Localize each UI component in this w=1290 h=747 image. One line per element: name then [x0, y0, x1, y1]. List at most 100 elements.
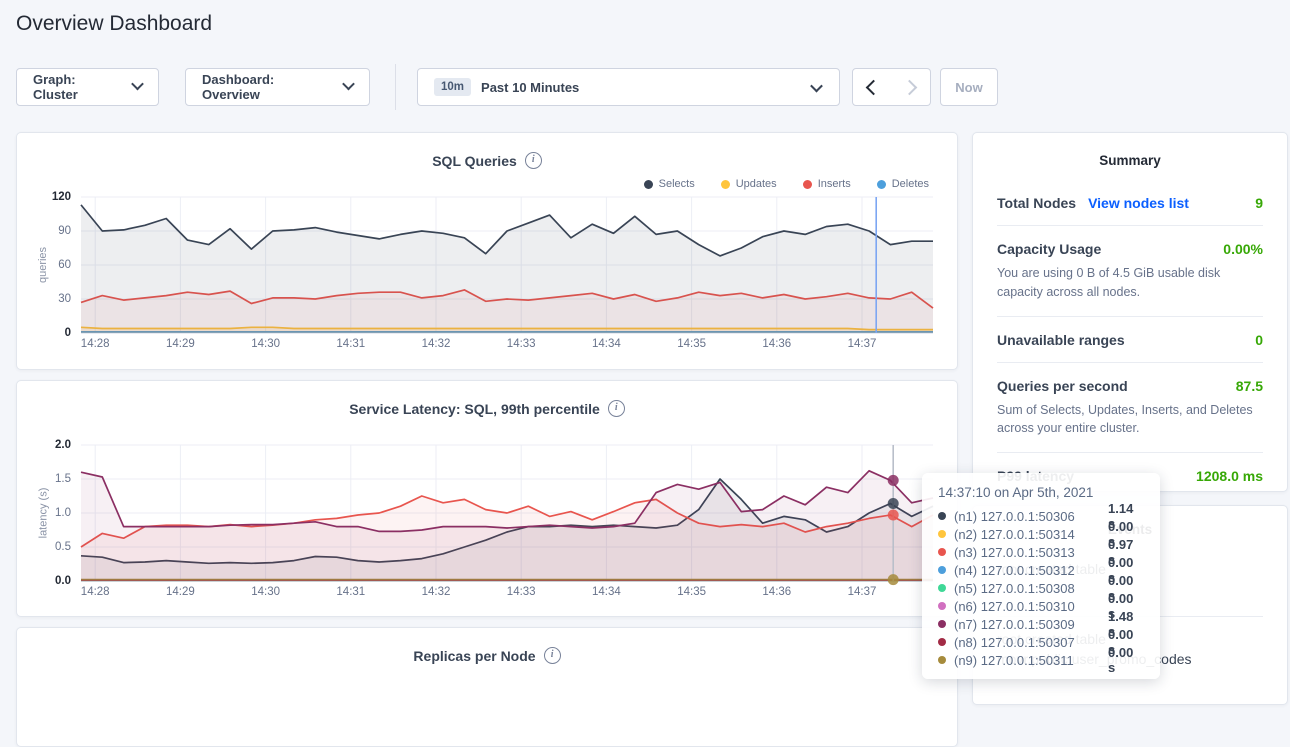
- node-color-dot: [938, 548, 946, 556]
- capacity-usage-label: Capacity Usage: [997, 241, 1101, 257]
- time-forward-button[interactable]: [891, 68, 931, 106]
- x-tick-label: 14:33: [507, 338, 536, 350]
- total-nodes-value: 9: [1255, 195, 1263, 211]
- legend-label: Selects: [659, 178, 695, 190]
- x-tick-label: 14:34: [592, 338, 621, 350]
- qps-label: Queries per second: [997, 378, 1128, 394]
- node-color-dot: [938, 512, 946, 520]
- unavailable-ranges-label: Unavailable ranges: [997, 332, 1125, 348]
- sql-queries-chart-card: SQL Queries i Selects Updates Inserts Delet…: [16, 132, 958, 370]
- time-range-badge: 10m: [434, 78, 471, 96]
- chart-legend: Selects Updates Inserts Deletes: [644, 178, 929, 190]
- info-icon[interactable]: i: [544, 647, 561, 664]
- chart-hover-tooltip: 14:37:10 on Apr 5th, 2021 (n1) 127.0.0.1…: [922, 473, 1160, 679]
- view-nodes-list-link[interactable]: View nodes list: [1088, 195, 1189, 211]
- y-tick-label: 2.0: [55, 439, 71, 451]
- node-color-dot: [938, 656, 946, 664]
- x-tick-label: 14:29: [166, 338, 195, 350]
- graph-scope-label: Graph: Cluster: [33, 72, 123, 102]
- legend-color-dot: [644, 180, 653, 189]
- dashboard-dropdown-label: Dashboard: Overview: [202, 72, 334, 102]
- chevron-down-icon: [342, 78, 355, 91]
- node-address: (n9) 127.0.0.1:50311: [954, 653, 1108, 668]
- node-color-dot: [938, 620, 946, 628]
- x-tick-label: 14:35: [677, 338, 706, 350]
- legend-item[interactable]: Selects: [644, 178, 695, 190]
- node-address: (n6) 127.0.0.1:50310: [954, 599, 1108, 614]
- x-axis-ticks: 14:2814:2914:3014:3114:3214:3314:3414:35…: [81, 586, 933, 602]
- x-tick-label: 14:31: [336, 586, 365, 598]
- summary-row-total-nodes: Total Nodes View nodes list 9: [997, 180, 1263, 226]
- replicas-per-node-chart-card: Replicas per Node i: [16, 627, 958, 747]
- node-address: (n7) 127.0.0.1:50309: [954, 617, 1108, 632]
- service-latency-plot[interactable]: [81, 445, 933, 582]
- x-tick-label: 14:34: [592, 586, 621, 598]
- p99-latency-value: 1208.0 ms: [1196, 468, 1263, 484]
- legend-label: Inserts: [818, 178, 851, 190]
- chevron-down-icon: [131, 78, 144, 91]
- node-color-dot: [938, 530, 946, 538]
- summary-title: Summary: [997, 153, 1263, 168]
- dashboard-dropdown[interactable]: Dashboard: Overview: [185, 68, 370, 106]
- y-tick-label: 0: [65, 327, 71, 339]
- x-tick-label: 14:37: [848, 586, 877, 598]
- total-nodes-label: Total Nodes: [997, 195, 1076, 211]
- x-tick-label: 14:29: [166, 586, 195, 598]
- x-tick-label: 14:32: [422, 586, 451, 598]
- tooltip-timestamp: 14:37:10 on Apr 5th, 2021: [938, 485, 1144, 500]
- sql-queries-plot[interactable]: [81, 197, 933, 334]
- chevron-left-icon: [866, 79, 882, 95]
- node-color-dot: [938, 566, 946, 574]
- node-color-dot: [938, 602, 946, 610]
- y-tick-label: 120: [52, 191, 71, 203]
- x-tick-label: 14:35: [677, 586, 706, 598]
- y-axis-ticks: 0306090120: [17, 197, 71, 333]
- summary-row-capacity: Capacity Usage 0.00% You are using 0 B o…: [997, 226, 1263, 317]
- x-tick-label: 14:36: [762, 586, 791, 598]
- info-icon[interactable]: i: [608, 400, 625, 417]
- legend-color-dot: [721, 180, 730, 189]
- chart-title: SQL Queries: [432, 153, 517, 169]
- y-tick-label: 0.0: [55, 575, 71, 587]
- node-address: (n2) 127.0.0.1:50314: [954, 527, 1108, 542]
- y-axis-ticks: 0.00.51.01.52.0: [17, 445, 71, 581]
- tooltip-node-row: (n9) 127.0.0.1:503110.00 s: [938, 651, 1144, 669]
- chevron-right-icon: [901, 79, 917, 95]
- y-tick-label: 1.5: [55, 473, 71, 485]
- time-back-button[interactable]: [852, 68, 892, 106]
- qps-value: 87.5: [1236, 378, 1263, 394]
- chart-title: Replicas per Node: [413, 648, 535, 664]
- node-latency-value: 0.00 s: [1108, 645, 1144, 675]
- summary-panel: Summary Total Nodes View nodes list 9 Ca…: [972, 132, 1288, 492]
- node-address: (n4) 127.0.0.1:50312: [954, 563, 1108, 578]
- x-tick-label: 14:30: [251, 586, 280, 598]
- legend-item[interactable]: Deletes: [877, 178, 929, 190]
- toolbar-divider: [395, 64, 396, 110]
- x-tick-label: 14:28: [81, 586, 110, 598]
- x-tick-label: 14:30: [251, 338, 280, 350]
- legend-label: Updates: [736, 178, 777, 190]
- legend-color-dot: [803, 180, 812, 189]
- x-tick-label: 14:32: [422, 338, 451, 350]
- y-tick-label: 0.5: [55, 541, 71, 553]
- node-address: (n3) 127.0.0.1:50313: [954, 545, 1108, 560]
- summary-row-unavailable-ranges: Unavailable ranges 0: [997, 317, 1263, 363]
- qps-description: Sum of Selects, Updates, Inserts, and De…: [997, 401, 1263, 439]
- time-range-picker[interactable]: 10m Past 10 Minutes: [417, 68, 840, 106]
- unavailable-ranges-value: 0: [1255, 332, 1263, 348]
- legend-item[interactable]: Inserts: [803, 178, 851, 190]
- node-address: (n5) 127.0.0.1:50308: [954, 581, 1108, 596]
- x-axis-ticks: 14:2814:2914:3014:3114:3214:3314:3414:35…: [81, 338, 933, 354]
- capacity-usage-value: 0.00%: [1223, 241, 1263, 257]
- x-tick-label: 14:37: [848, 338, 877, 350]
- page-title: Overview Dashboard: [16, 12, 212, 36]
- node-color-dot: [938, 638, 946, 646]
- graph-scope-dropdown[interactable]: Graph: Cluster: [16, 68, 159, 106]
- info-icon[interactable]: i: [525, 152, 542, 169]
- chevron-down-icon: [810, 80, 823, 93]
- now-button[interactable]: Now: [940, 68, 998, 106]
- summary-row-qps: Queries per second 87.5 Sum of Selects, …: [997, 363, 1263, 454]
- now-button-label: Now: [955, 80, 982, 95]
- legend-item[interactable]: Updates: [721, 178, 777, 190]
- node-address: (n1) 127.0.0.1:50306: [954, 509, 1108, 524]
